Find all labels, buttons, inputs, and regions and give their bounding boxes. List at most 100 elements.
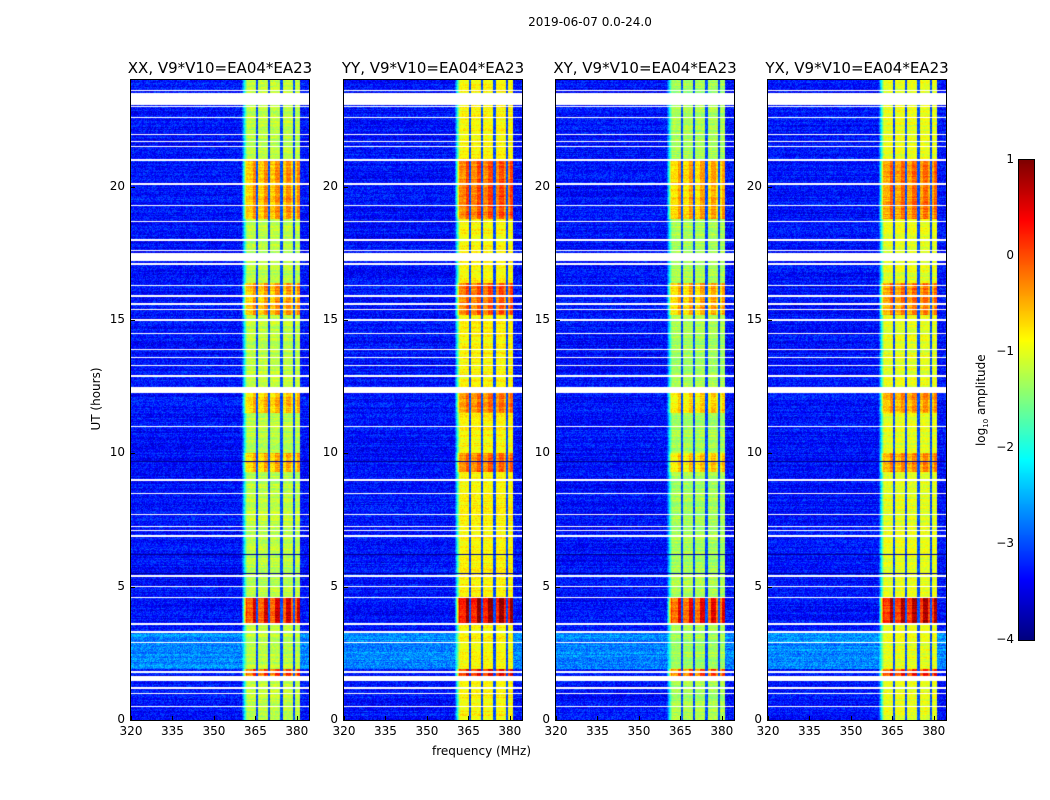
x-tick-mark — [426, 716, 428, 720]
heatmap-image — [556, 80, 734, 720]
y-tick-label: 10 — [534, 445, 550, 460]
panel-title: YY, V9*V10=EA04*EA23 — [341, 59, 525, 77]
x-tick-label: 350 — [415, 724, 439, 738]
y-axis-label: UT (hours) — [89, 367, 103, 431]
y-tick-mark — [556, 720, 560, 721]
x-tick-label: 365 — [880, 724, 904, 738]
x-tick-label: 350 — [202, 724, 226, 738]
y-tick-mark — [768, 320, 772, 321]
x-tick-label: 350 — [627, 724, 651, 738]
heatmap-panel-2 — [343, 79, 523, 721]
y-tick-label: 15 — [746, 312, 762, 326]
figure-title: 2019-06-07 0.0-24.0 — [528, 15, 652, 29]
colorbar-tick-label: −2 — [996, 440, 1014, 454]
x-tick-mark — [255, 716, 257, 720]
x-tick-mark — [933, 716, 935, 720]
y-tick-label: 20 — [322, 178, 338, 193]
x-tick-label: 320 — [756, 724, 780, 738]
y-tick-mark — [344, 320, 348, 321]
y-tick-mark — [556, 586, 560, 588]
x-tick-label: 380 — [922, 724, 946, 738]
y-tick-mark — [768, 720, 772, 721]
x-tick-label: 335 — [586, 724, 609, 738]
y-tick-mark — [556, 453, 560, 455]
x-tick-label: 380 — [710, 724, 734, 738]
y-tick-label: 5 — [754, 578, 762, 593]
x-tick-mark — [131, 716, 132, 720]
y-tick-mark — [131, 720, 135, 721]
y-tick-mark — [768, 586, 772, 588]
heatmap-panel-4 — [767, 79, 947, 721]
colorbar-label: log10 amplitude — [973, 354, 991, 447]
y-tick-label: 15 — [534, 312, 550, 326]
x-tick-mark — [296, 716, 298, 720]
x-tick-label: 335 — [374, 724, 397, 738]
x-tick-mark — [721, 716, 723, 720]
y-tick-label: 15 — [322, 312, 338, 326]
x-tick-label: 320 — [544, 724, 568, 738]
y-tick-mark — [768, 453, 772, 455]
y-tick-label: 10 — [109, 445, 125, 460]
y-tick-label: 5 — [330, 578, 338, 593]
y-tick-label: 0 — [330, 712, 338, 726]
heatmap-image — [131, 80, 309, 720]
x-tick-label: 320 — [119, 724, 143, 738]
colorbar-tick-label: 0 — [1006, 248, 1014, 262]
y-tick-mark — [131, 320, 135, 321]
x-tick-mark — [597, 716, 599, 720]
heatmap-panel-1 — [130, 79, 310, 721]
y-tick-label: 10 — [746, 445, 762, 460]
panel-title: XY, V9*V10=EA04*EA23 — [553, 59, 737, 77]
colorbar — [1018, 159, 1035, 641]
colorbar-tick-label: −1 — [996, 344, 1014, 358]
y-tick-mark — [344, 186, 348, 188]
x-tick-label: 320 — [332, 724, 356, 738]
y-tick-label: 0 — [754, 712, 762, 726]
y-tick-label: 20 — [109, 178, 125, 193]
x-tick-mark — [213, 716, 215, 720]
y-tick-mark — [131, 586, 135, 588]
x-tick-label: 335 — [798, 724, 821, 738]
x-tick-label: 365 — [668, 724, 692, 738]
x-tick-mark — [768, 716, 769, 720]
panel-title: XX, V9*V10=EA04*EA23 — [127, 59, 313, 77]
y-tick-label: 5 — [117, 578, 125, 593]
x-tick-mark — [850, 716, 852, 720]
colorbar-tick-label: 1 — [1006, 152, 1014, 166]
x-tick-mark — [680, 716, 682, 720]
x-tick-mark — [344, 716, 345, 720]
y-tick-mark — [131, 186, 135, 188]
x-tick-label: 380 — [285, 724, 309, 738]
colorbar-tick-label: −3 — [996, 536, 1014, 550]
y-tick-mark — [556, 186, 560, 188]
x-tick-label: 365 — [456, 724, 480, 738]
heatmap-image — [344, 80, 522, 720]
y-tick-label: 15 — [109, 312, 125, 326]
x-tick-label: 380 — [498, 724, 522, 738]
y-tick-label: 0 — [542, 712, 550, 726]
heatmap-image — [768, 80, 946, 720]
x-tick-mark — [556, 716, 557, 720]
x-tick-mark — [892, 716, 894, 720]
x-tick-mark — [468, 716, 470, 720]
y-tick-label: 20 — [534, 178, 550, 193]
y-tick-mark — [344, 453, 348, 455]
x-tick-mark — [809, 716, 811, 720]
x-tick-label: 335 — [161, 724, 184, 738]
colorbar-tick-label: −4 — [996, 632, 1014, 646]
y-tick-label: 5 — [542, 578, 550, 593]
colorbar-gradient — [1019, 160, 1034, 640]
y-tick-mark — [344, 720, 348, 721]
x-tick-mark — [385, 716, 387, 720]
y-tick-label: 0 — [117, 712, 125, 726]
y-tick-mark — [131, 453, 135, 455]
x-tick-label: 350 — [839, 724, 863, 738]
x-tick-label: 365 — [243, 724, 267, 738]
x-tick-mark — [172, 716, 174, 720]
y-tick-mark — [344, 586, 348, 588]
x-tick-mark — [638, 716, 640, 720]
y-tick-mark — [556, 320, 560, 321]
heatmap-panel-3 — [555, 79, 735, 721]
y-tick-mark — [768, 186, 772, 188]
y-tick-label: 20 — [746, 178, 762, 193]
